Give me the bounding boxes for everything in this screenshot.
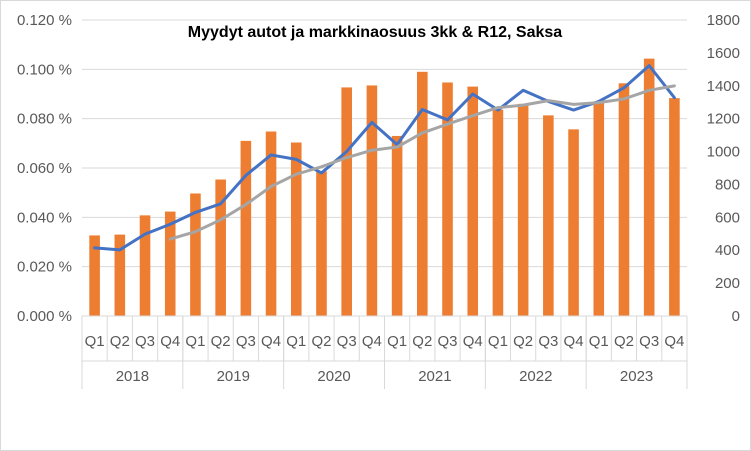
quarter-label: Q4 (564, 333, 584, 350)
quarter-label: Q3 (438, 333, 458, 350)
quarter-label: Q1 (286, 333, 306, 350)
quarter-label: Q3 (236, 333, 256, 350)
left-tick-label: 0.000 % (17, 308, 72, 325)
bar (417, 71, 428, 316)
quarter-label: Q4 (664, 333, 684, 350)
right-tick-label: 600 (715, 209, 740, 226)
quarter-label: Q4 (463, 333, 483, 350)
bar (517, 103, 529, 316)
left-tick-label: 0.100 % (17, 61, 72, 78)
right-tick-label: 1400 (707, 78, 740, 95)
bar-series (89, 58, 680, 317)
quarter-label: Q3 (639, 333, 659, 350)
bar (442, 82, 453, 316)
quarter-label: Q2 (614, 333, 634, 350)
left-tick-label: 0.040 % (17, 209, 72, 226)
bar (492, 109, 504, 316)
left-tick-label: 0.080 % (17, 111, 72, 128)
quarter-label: Q4 (160, 333, 180, 350)
bar (366, 85, 378, 317)
quarter-label: Q1 (185, 333, 205, 350)
quarter-label: Q2 (412, 333, 432, 350)
x-axis: Q1 Q2 Q3 Q4 Q1 Q2 Q3 Q4 Q1 Q2 Q3 Q4 Q1 Q2 Q3 Q4 Q1 Q2 Q3 Q4… (81, 315, 688, 389)
bar (316, 171, 327, 316)
right-tick-label: 800 (715, 176, 740, 193)
bar (618, 83, 630, 316)
left-axis-ticks: 0.000 % 0.020 % 0.040 % 0.060 % 0.080 % 0.100… (17, 12, 72, 325)
quarter-label: Q4 (261, 333, 281, 350)
quarter-label: Q3 (538, 333, 558, 350)
chart-title: Myydyt autot ja markkinaosuus 3kk & R12,… (188, 24, 562, 41)
right-tick-label: 0 (732, 308, 740, 325)
year-label: 2023 (620, 368, 653, 385)
right-tick-label: 200 (715, 275, 740, 292)
quarter-label: Q2 (311, 333, 331, 350)
year-label: 2018 (116, 368, 149, 385)
year-label: 2020 (317, 368, 350, 385)
bar (164, 211, 176, 316)
quarter-label: Q2 (110, 333, 130, 350)
line-r12 (168, 84, 676, 241)
bar (190, 193, 201, 316)
quarter-label: Q3 (337, 333, 357, 350)
bar (643, 58, 655, 317)
left-tick-label: 0.060 % (17, 160, 72, 177)
right-tick-label: 1800 (707, 12, 740, 29)
line-series (93, 64, 676, 252)
bar (139, 215, 151, 316)
bar (593, 103, 605, 317)
year-label: 2019 (217, 368, 250, 385)
quarter-label: Q4 (362, 333, 382, 350)
bar (543, 115, 554, 316)
bar (467, 86, 479, 316)
right-tick-label: 1200 (707, 111, 740, 128)
left-tick-label: 0.020 % (17, 259, 72, 276)
bar (669, 98, 680, 316)
quarter-label: Q1 (589, 333, 609, 350)
year-label: 2022 (519, 368, 552, 385)
quarter-label: Q1 (488, 333, 508, 350)
year-label: 2021 (418, 368, 451, 385)
right-tick-label: 1600 (707, 45, 740, 62)
bar (265, 131, 277, 316)
bar (568, 129, 579, 316)
bar (215, 179, 226, 316)
bar (240, 140, 252, 316)
quarter-label: Q2 (513, 333, 533, 350)
bar (341, 87, 352, 316)
bar (114, 234, 126, 316)
quarter-label: Q2 (211, 333, 231, 350)
left-tick-label: 0.120 % (17, 12, 72, 29)
quarter-label: Q3 (135, 333, 155, 350)
right-tick-label: 1000 (707, 144, 740, 161)
quarter-label: Q1 (85, 333, 105, 350)
right-axis-ticks: 0 200 400 600 800 1000 1200 1400 1600 1800 (707, 12, 740, 325)
bar (290, 142, 302, 316)
line-3kk (93, 64, 676, 252)
right-tick-label: 400 (715, 242, 740, 259)
quarter-label: Q1 (387, 333, 407, 350)
bar (391, 135, 403, 316)
bar (89, 235, 100, 316)
